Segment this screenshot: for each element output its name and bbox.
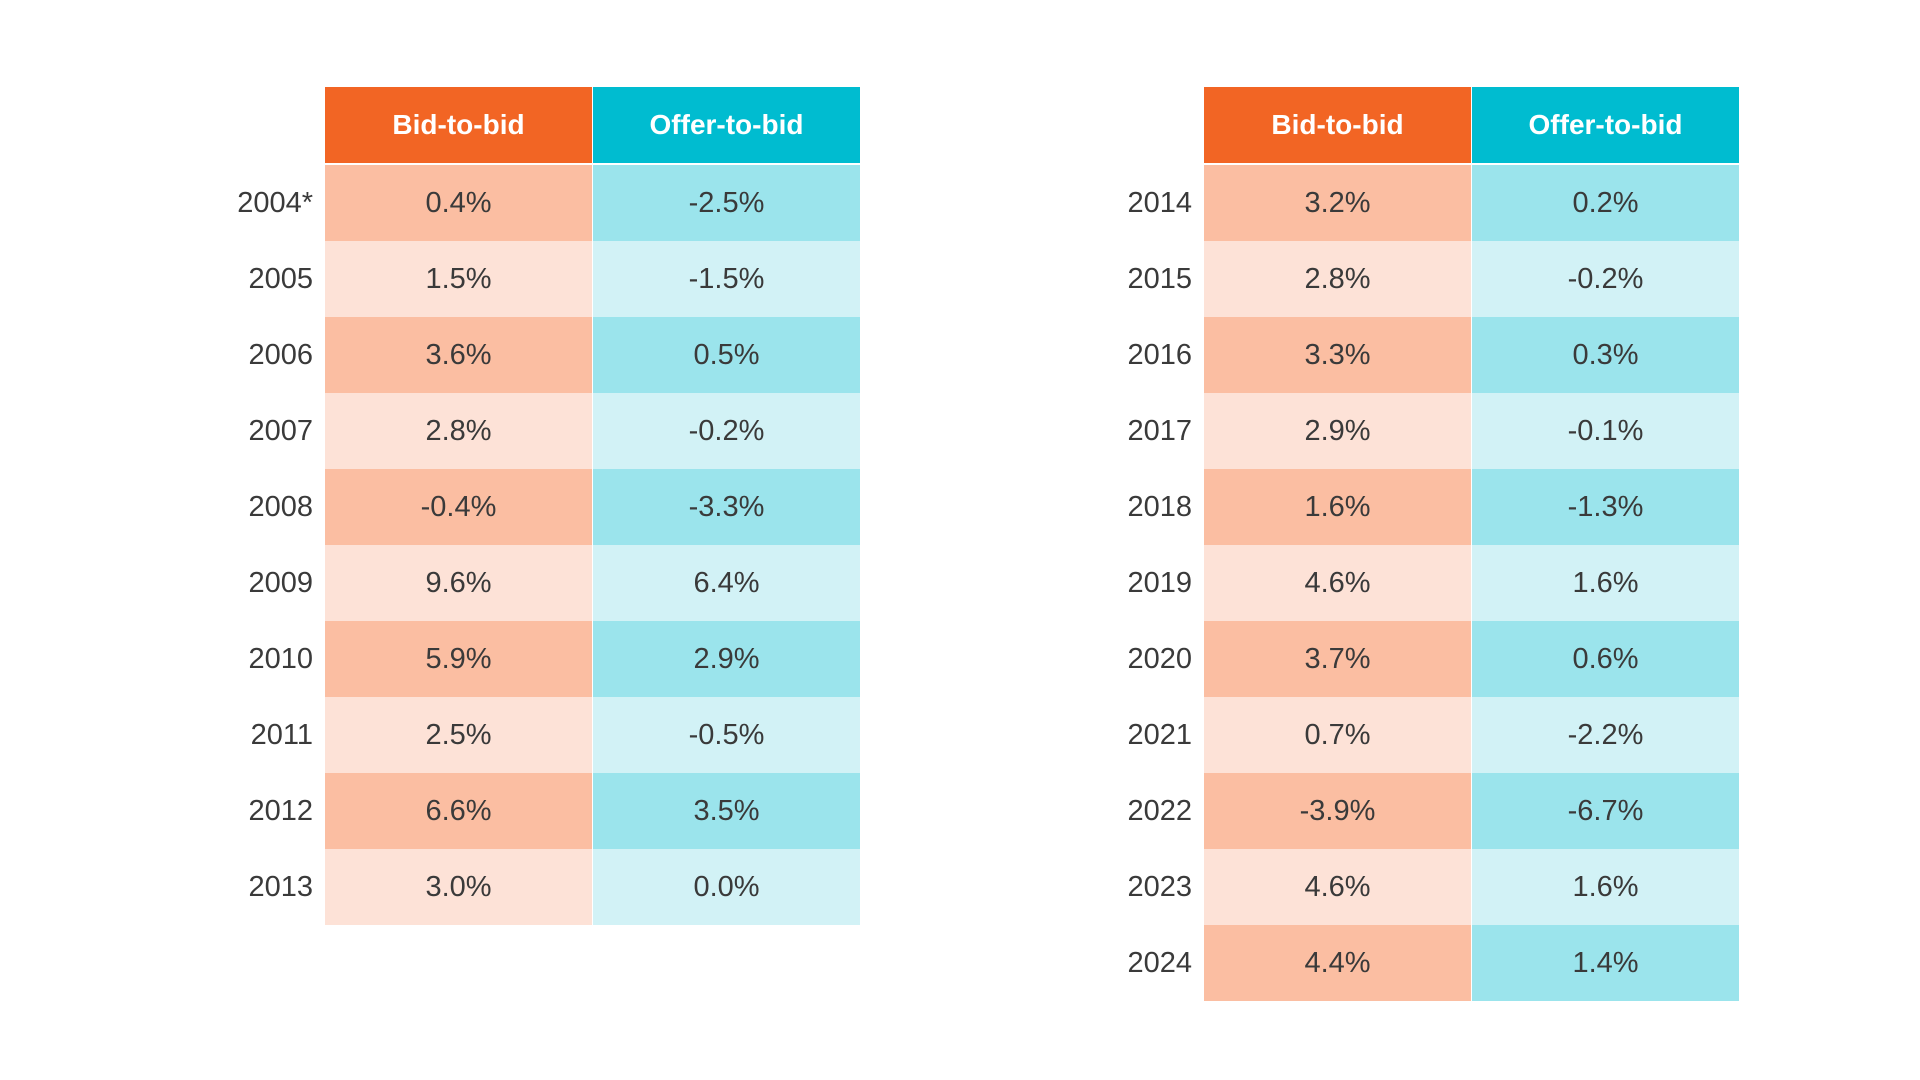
offer-to-bid-value: 0.3% xyxy=(1472,317,1739,393)
table-header-row: Bid-to-bid Offer-to-bid xyxy=(155,87,860,163)
year-label: 2015 xyxy=(1127,263,1192,295)
returns-table-right: Bid-to-bid Offer-to-bid 2014 3.2% 0.2% 2015… xyxy=(1034,87,1739,1001)
offer-to-bid-value: 0.5% xyxy=(593,317,860,393)
offer-to-bid-value: -2.5% xyxy=(593,165,860,241)
bid-to-bid-value: 4.6% xyxy=(1204,849,1471,925)
table-row: 2005 1.5% -1.5% xyxy=(155,241,860,317)
bid-to-bid-value: 2.8% xyxy=(325,393,592,469)
table-row: 2020 3.7% 0.6% xyxy=(1034,621,1739,697)
table-row: 2010 5.9% 2.9% xyxy=(155,621,860,697)
offer-to-bid-value: 3.5% xyxy=(593,773,860,849)
bid-to-bid-value: 4.6% xyxy=(1204,545,1471,621)
table-header-row: Bid-to-bid Offer-to-bid xyxy=(1034,87,1739,163)
offer-to-bid-value: -0.1% xyxy=(1472,393,1739,469)
year-label: 2019 xyxy=(1127,567,1192,599)
offer-to-bid-value: -1.3% xyxy=(1472,469,1739,545)
bid-to-bid-value: 2.9% xyxy=(1204,393,1471,469)
table-row: 2024 4.4% 1.4% xyxy=(1034,925,1739,1001)
year-label: 2023 xyxy=(1127,871,1192,903)
offer-to-bid-value: -0.2% xyxy=(593,393,860,469)
bid-to-bid-value: 2.5% xyxy=(325,697,592,773)
bid-to-bid-value: 6.6% xyxy=(325,773,592,849)
offer-to-bid-value: -1.5% xyxy=(593,241,860,317)
offer-to-bid-value: -2.2% xyxy=(1472,697,1739,773)
bid-to-bid-value: 3.0% xyxy=(325,849,592,925)
bid-to-bid-value: 3.3% xyxy=(1204,317,1471,393)
year-label: 2021 xyxy=(1127,719,1192,751)
table-body: 2014 3.2% 0.2% 2015 2.8% -0.2% 2016 3.3% 0.3% 201… xyxy=(1034,165,1739,1001)
bid-to-bid-value: 2.8% xyxy=(1204,241,1471,317)
bid-to-bid-value: -0.4% xyxy=(325,469,592,545)
offer-to-bid-value: 1.4% xyxy=(1472,925,1739,1001)
offer-to-bid-value: -6.7% xyxy=(1472,773,1739,849)
table-row: 2006 3.6% 0.5% xyxy=(155,317,860,393)
bid-to-bid-value: -3.9% xyxy=(1204,773,1471,849)
offer-to-bid-value: 0.2% xyxy=(1472,165,1739,241)
year-label: 2006 xyxy=(248,339,313,371)
bid-to-bid-header: Bid-to-bid xyxy=(1204,87,1471,163)
bid-to-bid-value: 1.5% xyxy=(325,241,592,317)
returns-table-left: Bid-to-bid Offer-to-bid 2004* 0.4% -2.5% 20… xyxy=(155,87,860,925)
table-row: 2011 2.5% -0.5% xyxy=(155,697,860,773)
year-label: 2005 xyxy=(248,263,313,295)
table-row: 2014 3.2% 0.2% xyxy=(1034,165,1739,241)
bid-to-bid-value: 3.2% xyxy=(1204,165,1471,241)
year-label: 2014 xyxy=(1127,187,1192,219)
table-row: 2007 2.8% -0.2% xyxy=(155,393,860,469)
offer-to-bid-value: 2.9% xyxy=(593,621,860,697)
offer-to-bid-header: Offer-to-bid xyxy=(1472,87,1739,163)
offer-to-bid-value: -0.2% xyxy=(1472,241,1739,317)
header-spacer xyxy=(1034,87,1204,163)
header-spacer xyxy=(155,87,325,163)
offer-to-bid-value: 0.0% xyxy=(593,849,860,925)
table-body: 2004* 0.4% -2.5% 2005 1.5% -1.5% 2006 3.6% 0.5% 2… xyxy=(155,165,860,925)
year-label: 2011 xyxy=(250,719,313,751)
bid-to-bid-value: 0.4% xyxy=(325,165,592,241)
year-label: 2004* xyxy=(237,187,313,219)
offer-to-bid-value: 0.6% xyxy=(1472,621,1739,697)
year-label: 2020 xyxy=(1127,643,1192,675)
table-row: 2015 2.8% -0.2% xyxy=(1034,241,1739,317)
table-row: 2019 4.6% 1.6% xyxy=(1034,545,1739,621)
table-row: 2023 4.6% 1.6% xyxy=(1034,849,1739,925)
year-label: 2016 xyxy=(1127,339,1192,371)
table-row: 2021 0.7% -2.2% xyxy=(1034,697,1739,773)
offer-to-bid-value: 6.4% xyxy=(593,545,860,621)
bid-to-bid-value: 5.9% xyxy=(325,621,592,697)
bid-to-bid-value: 3.6% xyxy=(325,317,592,393)
offer-to-bid-header: Offer-to-bid xyxy=(593,87,860,163)
bid-to-bid-value: 3.7% xyxy=(1204,621,1471,697)
year-label: 2017 xyxy=(1127,415,1192,447)
year-label: 2013 xyxy=(248,871,313,903)
table-row: 2004* 0.4% -2.5% xyxy=(155,165,860,241)
table-row: 2022 -3.9% -6.7% xyxy=(1034,773,1739,849)
table-row: 2017 2.9% -0.1% xyxy=(1034,393,1739,469)
offer-to-bid-value: -0.5% xyxy=(593,697,860,773)
year-label: 2012 xyxy=(248,795,313,827)
table-row: 2008 -0.4% -3.3% xyxy=(155,469,860,545)
table-row: 2018 1.6% -1.3% xyxy=(1034,469,1739,545)
table-row: 2013 3.0% 0.0% xyxy=(155,849,860,925)
table-row: 2016 3.3% 0.3% xyxy=(1034,317,1739,393)
bid-to-bid-value: 1.6% xyxy=(1204,469,1471,545)
offer-to-bid-value: -3.3% xyxy=(593,469,860,545)
table-row: 2012 6.6% 3.5% xyxy=(155,773,860,849)
year-label: 2018 xyxy=(1127,491,1192,523)
table-row: 2009 9.6% 6.4% xyxy=(155,545,860,621)
year-label: 2009 xyxy=(248,567,313,599)
year-label: 2008 xyxy=(248,491,313,523)
bid-to-bid-value: 4.4% xyxy=(1204,925,1471,1001)
offer-to-bid-value: 1.6% xyxy=(1472,849,1739,925)
year-label: 2010 xyxy=(248,643,313,675)
bid-to-bid-value: 0.7% xyxy=(1204,697,1471,773)
year-label: 2022 xyxy=(1127,795,1192,827)
year-label: 2024 xyxy=(1127,947,1192,979)
bid-to-bid-value: 9.6% xyxy=(325,545,592,621)
offer-to-bid-value: 1.6% xyxy=(1472,545,1739,621)
bid-to-bid-header: Bid-to-bid xyxy=(325,87,592,163)
year-label: 2007 xyxy=(248,415,313,447)
